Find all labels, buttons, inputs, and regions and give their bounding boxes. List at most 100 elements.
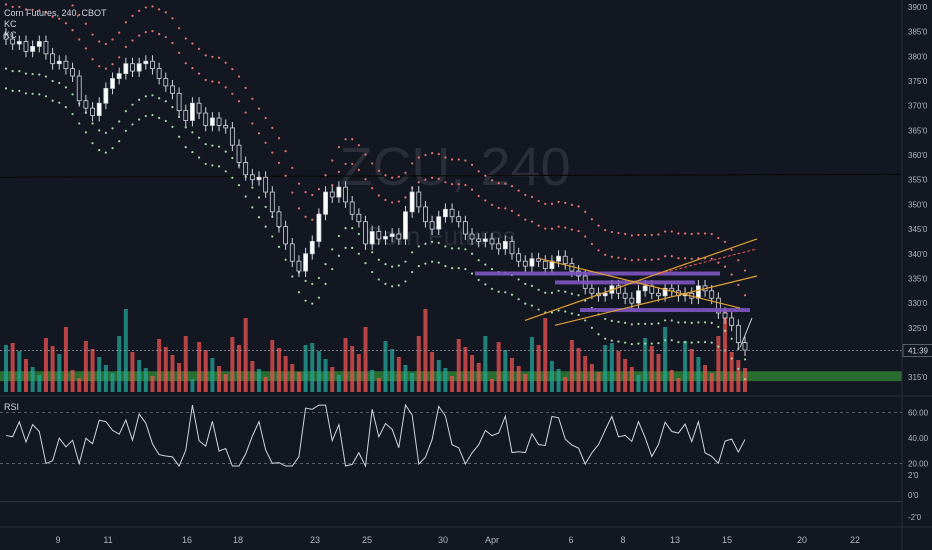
keltner-upper-inner-point: [391, 201, 394, 204]
keltner-lower-inner-point: [191, 131, 194, 134]
keltner-lower-outer-point: [211, 164, 214, 167]
candle-body: [363, 221, 368, 245]
candle-body: [249, 174, 255, 181]
keltner-upper-outer-point: [71, 4, 74, 7]
keltner-upper-outer-point: [484, 174, 487, 177]
keltner-lower-inner-point: [604, 317, 607, 321]
candle-body: [203, 112, 209, 126]
keltner-lower-outer-point: [144, 114, 147, 118]
candle-body: [516, 253, 522, 262]
keltner-lower-outer-point: [264, 225, 267, 228]
candle-body: [429, 221, 435, 230]
chart-title: Corn Futures, 240, CBOT: [4, 8, 107, 18]
keltner-upper-outer-point: [437, 152, 440, 156]
keltner-lower-outer-point: [124, 129, 127, 132]
candle-body: [715, 297, 721, 314]
candle-body: [289, 243, 295, 262]
volume-bar: [183, 336, 188, 392]
keltner-lower-outer-point: [504, 291, 507, 294]
keltner-lower-inner-point: [737, 347, 740, 351]
keltner-upper-outer-point: [550, 202, 554, 206]
candle-body: [236, 144, 242, 163]
candle-body: [90, 107, 95, 116]
keltner-lower-inner-point: [584, 299, 587, 302]
keltner-upper-inner-point: [537, 224, 540, 227]
keltner-upper-inner-point: [344, 162, 347, 166]
volume-bar: [496, 342, 501, 392]
volume-bar: [736, 360, 741, 392]
candle-body: [383, 236, 388, 240]
candle-body: [229, 127, 235, 146]
keltner-lower-inner-point: [51, 79, 54, 83]
keltner-upper-inner-point: [104, 67, 107, 70]
keltner-upper-inner-point: [371, 187, 374, 190]
candle-body: [263, 176, 269, 193]
keltner-lower-inner-point: [530, 284, 534, 287]
candle-body: [176, 92, 182, 112]
keltner-lower-inner-point: [444, 245, 447, 248]
keltner-lower-inner-point: [71, 93, 74, 96]
keltner-upper-inner-point: [44, 11, 48, 14]
volume-bar: [623, 359, 628, 392]
keltner-upper-outer-point: [517, 189, 520, 192]
volume-bar: [170, 355, 175, 392]
volume-bar: [276, 348, 281, 392]
volume-bar: [130, 352, 135, 392]
keltner-upper-outer-point: [158, 8, 161, 11]
candle-body: [3, 33, 9, 40]
volume-bar: [543, 318, 548, 392]
keltner-upper-outer-point: [337, 146, 340, 149]
keltner-lower-inner-point: [391, 265, 394, 268]
candle-body: [695, 285, 701, 299]
keltner-upper-inner-point: [584, 235, 587, 238]
keltner-upper-inner-point: [617, 256, 620, 259]
keltner-lower-outer-point: [411, 270, 414, 274]
price-axis-label: 340'0: [908, 250, 928, 259]
keltner-upper-inner-point: [723, 265, 727, 268]
keltner-lower-outer-point: [517, 298, 520, 301]
keltner-lower-outer-point: [91, 142, 94, 145]
keltner-lower-outer-point: [397, 284, 400, 287]
keltner-upper-inner-point: [564, 226, 567, 229]
volume-bar: [436, 360, 441, 392]
keltner-lower-inner-point: [131, 103, 134, 106]
candle-body: [50, 53, 56, 65]
keltner-upper-outer-point: [457, 158, 460, 161]
volume-bar: [716, 336, 721, 392]
volume-bar: [663, 327, 668, 392]
candle-body: [722, 312, 728, 319]
keltner-upper-inner-point: [4, 3, 8, 6]
keltner-lower-inner-point: [417, 245, 420, 248]
volume-bar: [343, 338, 348, 392]
keltner-upper-inner-point: [177, 51, 181, 54]
keltner-lower-outer-point: [677, 341, 680, 344]
keltner-lower-outer-point: [537, 308, 540, 311]
rsi-label: RSI: [4, 402, 20, 412]
keltner-upper-inner-point: [217, 81, 221, 84]
keltner-lower-inner-point: [697, 321, 700, 324]
keltner-upper-outer-point: [590, 218, 593, 221]
volume-bar: [416, 336, 421, 392]
keltner-lower-inner-point: [211, 144, 214, 147]
keltner-upper-outer-point: [604, 228, 607, 232]
keltner-upper-inner-point: [464, 184, 467, 187]
keltner-lower-inner-point: [743, 358, 747, 361]
candle-body: [23, 41, 29, 52]
keltner-lower-outer-point: [730, 357, 733, 360]
candle-body: [16, 41, 22, 45]
keltner-upper-outer-point: [138, 9, 141, 12]
keltner-upper-inner-point: [624, 257, 627, 260]
candle-body: [103, 87, 109, 104]
keltner-upper-outer-point: [271, 126, 274, 129]
keltner-upper-outer-point: [91, 33, 94, 36]
volume-bar: [43, 338, 48, 392]
keltner-upper-inner-point: [644, 258, 647, 261]
candle-body: [329, 191, 335, 198]
candle-body: [163, 78, 169, 87]
keltner-upper-outer-point: [537, 199, 540, 203]
keltner-upper-inner-point: [364, 178, 367, 181]
volume-bar: [270, 340, 275, 392]
volume-bar: [536, 345, 541, 392]
keltner-upper-inner-point: [477, 194, 480, 198]
